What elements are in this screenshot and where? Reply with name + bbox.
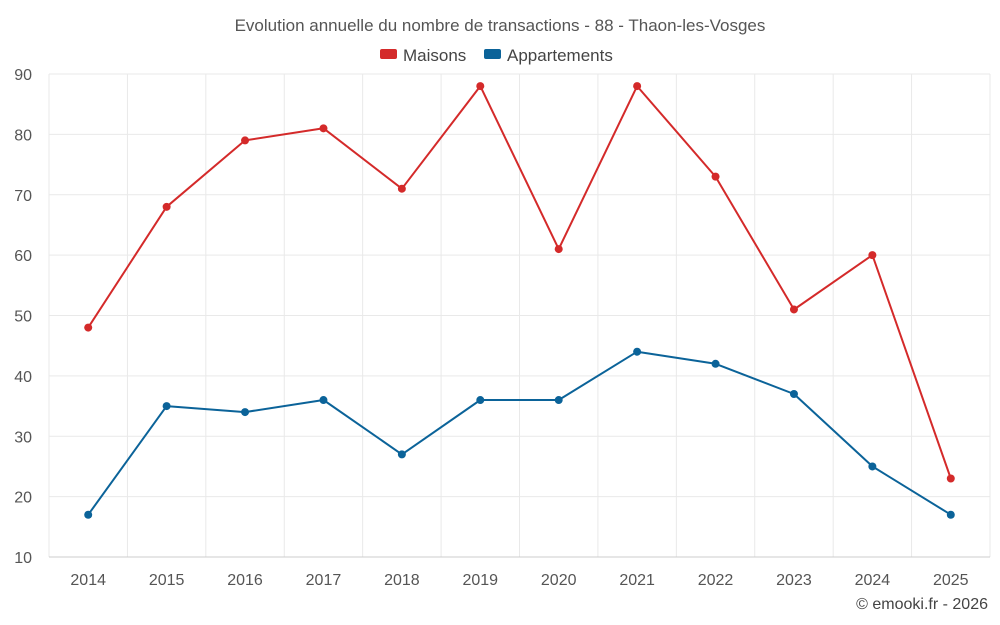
data-point-maisons[interactable] [633,82,642,91]
x-tick-label: 2020 [541,572,577,589]
chart-title: Evolution annuelle du nombre de transact… [235,16,766,35]
axes: 10 20 30 40 50 60 70 80 90 2014 2015 2016 2017 2018 20… [14,67,990,589]
y-tick-label: 40 [14,369,32,386]
grid [48,73,991,557]
data-point-maisons[interactable] [554,245,563,254]
y-tick-label: 70 [14,188,32,205]
y-tick-label: 30 [14,429,32,446]
data-point-appartements[interactable] [319,396,328,405]
y-tick-label: 50 [14,309,32,326]
y-tick-label: 80 [14,127,32,144]
data-point-maisons[interactable] [946,474,955,483]
x-tick-label: 2024 [855,572,891,589]
data-point-maisons[interactable] [162,202,171,211]
y-tick-label: 60 [14,248,32,265]
data-point-appartements[interactable] [868,462,877,471]
data-point-maisons[interactable] [241,136,250,145]
series-line-appartements [87,350,952,516]
data-point-appartements[interactable] [554,396,563,405]
data-point-appartements[interactable] [789,389,798,398]
x-tick-label: 2016 [227,572,263,589]
data-point-maisons[interactable] [789,305,798,314]
data-point-maisons[interactable] [397,184,406,193]
x-tick-label: 2023 [776,572,812,589]
series-line-maisons [87,85,952,479]
x-tick-label: 2022 [698,572,734,589]
data-point-appartements[interactable] [241,408,250,417]
data-point-appartements[interactable] [476,396,485,405]
data-point-appartements[interactable] [84,510,93,519]
legend-label[interactable]: Maisons [403,46,466,65]
data-point-appartements[interactable] [711,359,720,368]
data-point-appartements[interactable] [397,450,406,459]
data-point-appartements[interactable] [633,347,642,356]
x-tick-label: 2019 [462,572,498,589]
x-tick-label: 2021 [619,572,655,589]
legend-swatch[interactable] [380,49,397,59]
y-tick-label: 10 [14,550,32,567]
legend-label[interactable]: Appartements [507,46,613,65]
x-tick-label: 2014 [70,572,106,589]
y-tick-label: 90 [14,67,32,84]
y-tick-label: 20 [14,490,32,507]
data-point-maisons[interactable] [476,82,485,91]
data-point-appartements[interactable] [162,402,171,411]
x-tick-label: 2015 [149,572,185,589]
data-point-maisons[interactable] [84,323,93,332]
x-tick-label: 2017 [306,572,342,589]
legend: Maisons Appartements [380,46,613,65]
x-tick-label: 2025 [933,572,969,589]
series [84,82,955,519]
data-point-maisons[interactable] [319,124,328,133]
legend-swatch[interactable] [484,49,501,59]
x-tick-label: 2018 [384,572,420,589]
data-point-maisons[interactable] [711,172,720,181]
data-point-maisons[interactable] [868,251,877,260]
data-point-appartements[interactable] [946,510,955,519]
credit-text: © emooki.fr - 2026 [856,596,988,613]
